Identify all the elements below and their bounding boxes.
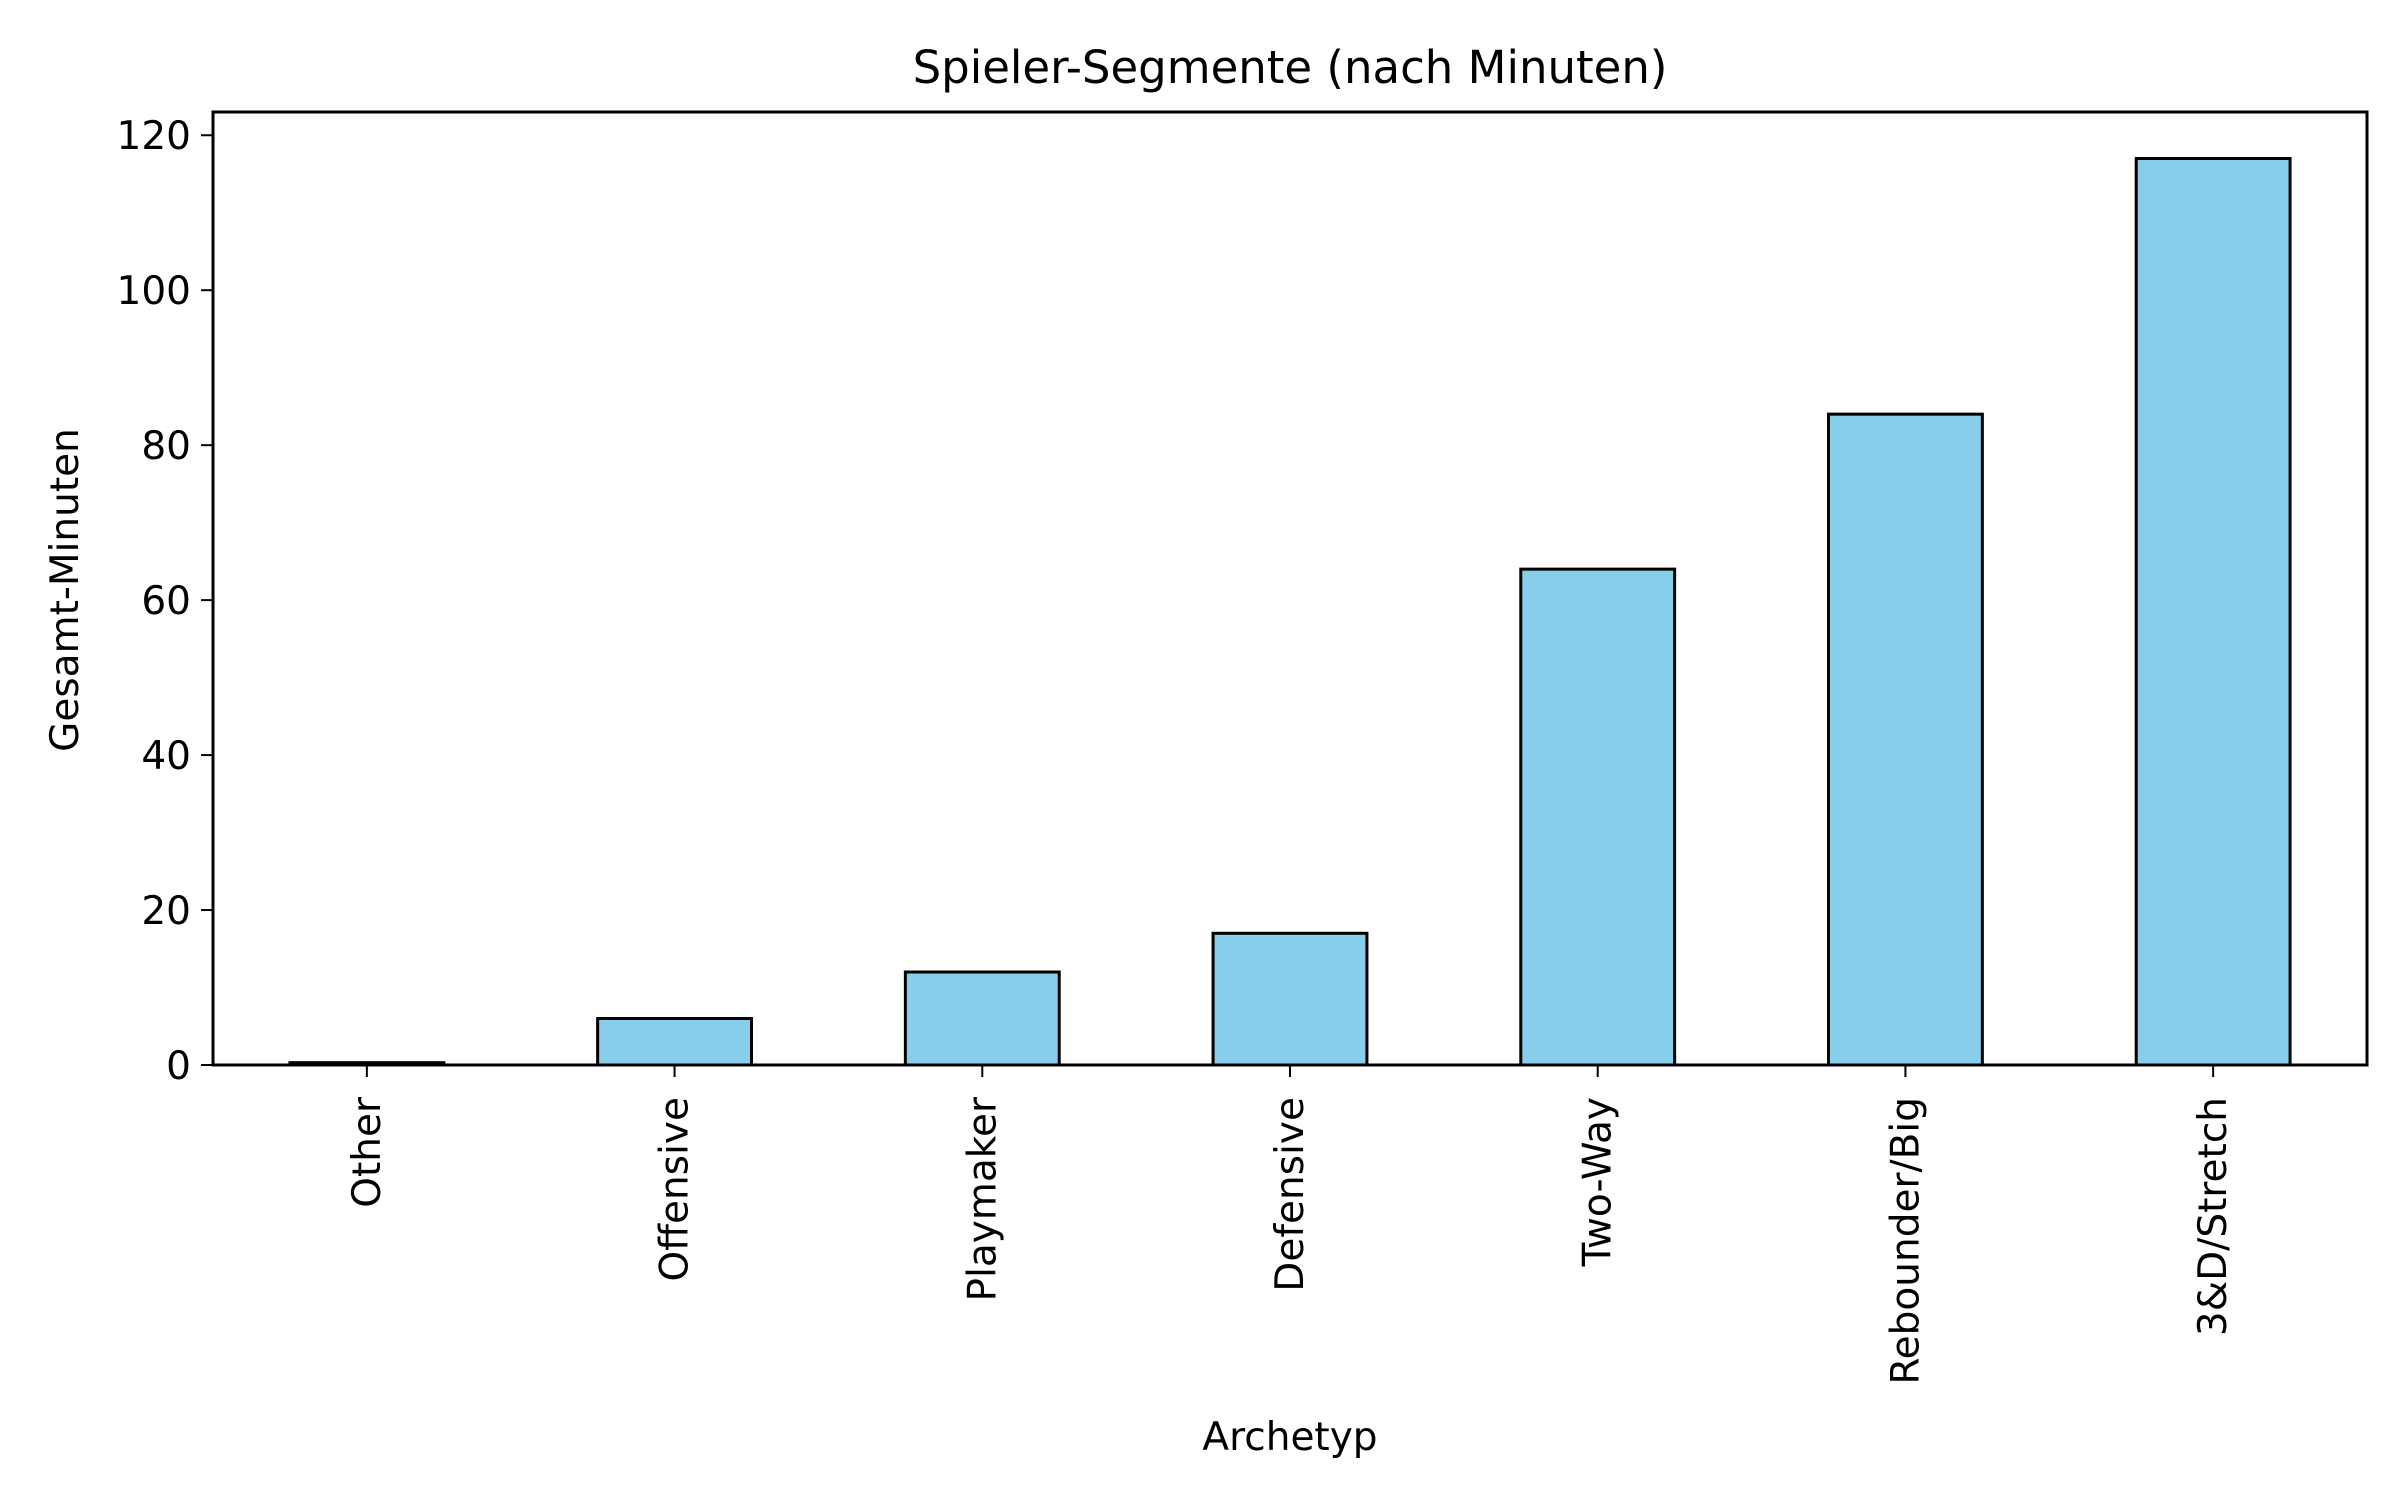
x-tick-label: Playmaker [960,1096,1005,1301]
chart-title: Spieler-Segmente (nach Minuten) [913,41,1668,94]
x-tick-label: 3&D/Stretch [2191,1097,2236,1336]
bar-two-way [1519,567,1677,1067]
y-tick-label: 100 [117,269,191,314]
x-tick-label: Two-Way [1576,1097,1621,1267]
bar-defensive [1211,931,1369,1067]
x-tick-label: Rebounder/Big [1883,1097,1928,1385]
y-tick-label: 40 [141,734,191,779]
x-tick-label: Offensive [653,1097,698,1282]
y-tick-label: 120 [117,114,191,159]
bar-playmaker [903,970,1061,1067]
bar-rebounder-big [1827,412,1984,1067]
y-tick-label: 0 [166,1044,191,1089]
x-tick-label: Defensive [1268,1097,1313,1292]
x-tick-label: Other [345,1096,390,1208]
ticks-layer: Other Offensive Playmaker Defensive Two-Way R… [117,114,2237,1384]
plot-area-frame [211,110,2369,1067]
y-tick-label: 20 [141,889,191,934]
bar-offensive [596,1017,754,1067]
y-axis-label: Gesamt-Minuten [43,428,88,752]
bar-3-d-stretch [2134,156,2292,1067]
y-tick-label: 60 [141,579,191,624]
x-axis-label: Archetyp [1202,1415,1377,1460]
bars-layer [288,156,2292,1067]
y-tick-label: 80 [141,424,191,469]
